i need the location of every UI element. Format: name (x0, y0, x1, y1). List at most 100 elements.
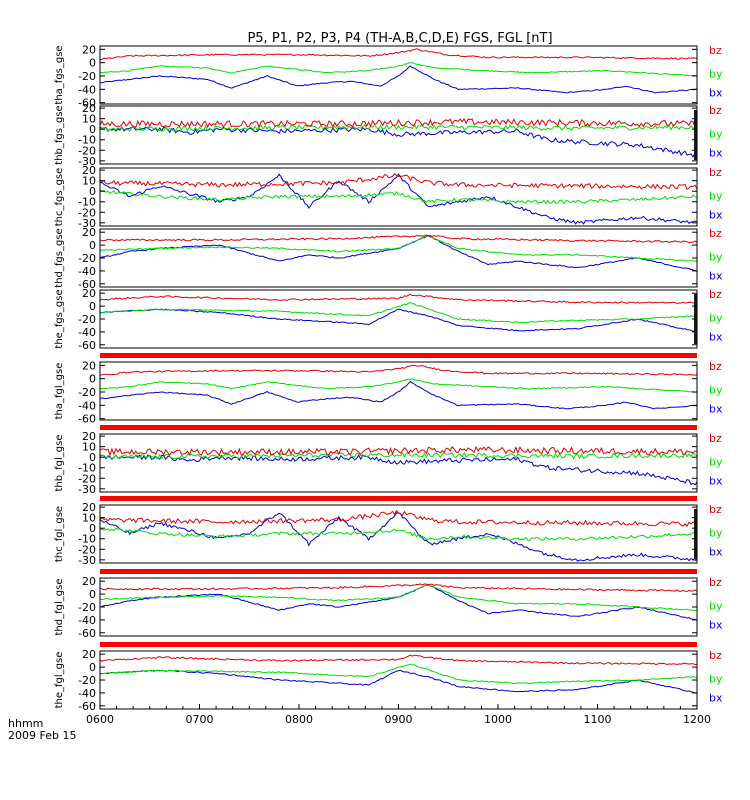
panel-6-ytick-label-3: -10 (78, 462, 96, 475)
panel-7-series-by (100, 527, 697, 541)
panel-0-series-bx (100, 65, 697, 94)
panel-0-legend-by: by (709, 67, 723, 80)
panel-9: 200-20-40-60 the_fgl_gse bz by bx (54, 642, 723, 713)
panel-3-ytick-label-0: 20 (82, 226, 96, 239)
panel-5-legend-bz: bz (709, 360, 722, 373)
panel-5-frame (99, 361, 698, 421)
panel-1-legend-bx: bx (709, 147, 723, 160)
panel-4-legend-by: by (709, 311, 723, 324)
footer-time-unit: hhmm (8, 717, 43, 730)
panel-8: 200-20-40-60 thd_fgl_gse bz by bx (54, 569, 723, 640)
panel-5-ytick-label-1: 0 (89, 373, 96, 386)
panel-5-series-bz (100, 364, 697, 376)
panel-6-ytick-label-4: -20 (78, 472, 96, 485)
panel-5-legend-by: by (709, 383, 723, 396)
panel-0-legend-bz: bz (709, 44, 722, 57)
panel-6-ytick-label-0: 20 (82, 430, 96, 443)
panel-7-flag-bar (100, 496, 697, 501)
panel-9-series-by (100, 663, 697, 685)
panel-3-series-by (100, 235, 697, 262)
panel-7-ytick-label-1: 10 (82, 512, 96, 525)
panel-3-ylabel: thd_fgs_gse (54, 228, 65, 287)
panel-9-flag-bar (100, 642, 697, 647)
panel-9-series-bz (100, 654, 697, 666)
panel-5-series (100, 364, 697, 410)
panel-5-ytick-label-3: -40 (78, 399, 96, 412)
panel-2-frame (99, 167, 698, 227)
panel-1-edge-marker (694, 110, 697, 160)
panel-7-legend-bx: bx (709, 546, 723, 559)
panel-8-legend-by: by (709, 599, 723, 612)
panel-8-flag-bar (100, 569, 697, 574)
panel-2-ylabel: thc_fgs_gse (54, 168, 65, 227)
panel-0-ytick-label-1: 0 (89, 57, 96, 70)
panel-7-edge-marker (694, 509, 697, 559)
panel-7-ytick-label-4: -20 (78, 543, 96, 556)
panel-7-ytick-label-0: 20 (82, 501, 96, 514)
panel-1-ytick-label-2: 0 (89, 123, 96, 136)
panel-1-legend-bz: bz (709, 104, 722, 117)
panel-2-series (100, 172, 697, 225)
panel-1-ytick-label-0: 20 (82, 102, 96, 115)
panel-0-ytick-label-3: -40 (78, 83, 96, 96)
panel-8-series-by (100, 583, 697, 611)
panel-2-ytick-label-0: 20 (82, 164, 96, 177)
panel-2-legend-bz: bz (709, 166, 722, 179)
xtick-label-0: 0600 (86, 713, 114, 726)
panel-6-ytick-label-5: -30 (78, 483, 96, 496)
panel-3-frame (99, 228, 698, 288)
panel-3-series-bz (100, 234, 697, 244)
panel-8-ytick-label-3: -40 (78, 614, 96, 627)
panel-6-ytick-label-1: 10 (82, 441, 96, 454)
panel-5: 200-20-40-60 tha_fgl_gse bz by bx (54, 353, 723, 426)
footer-date: 2009 Feb 15 (8, 729, 76, 742)
panel-0-ytick-label-0: 20 (82, 43, 96, 56)
panel-3-ytick-label-4: -60 (78, 278, 96, 291)
panel-1-series-by (100, 123, 697, 132)
panel-0-ytick-label-2: -20 (78, 70, 96, 83)
panel-3-legend-by: by (709, 250, 723, 263)
panel-7-legend-by: by (709, 526, 723, 539)
panel-5-series-by (100, 378, 697, 393)
panel-3-ytick-label-3: -40 (78, 265, 96, 278)
panel-4-series-bz (100, 293, 697, 305)
panel-6-ylabel: thb_fgl_gse (54, 435, 65, 492)
panel-1-series-bz (100, 118, 697, 129)
panel-6-frame (99, 433, 698, 493)
panel-6-series-bz (100, 445, 697, 457)
panel-1-ylabel: thb_fgs_gse (54, 105, 65, 164)
panel-8-frame (99, 577, 698, 637)
panel-8-legend-bx: bx (709, 619, 723, 632)
panel-3-ytick-label-1: 0 (89, 239, 96, 252)
panel-7-ylabel: thc_fgl_gse (54, 506, 65, 562)
xtick-label-1: 0700 (186, 713, 214, 726)
panel-9-ytick-label-0: 20 (82, 648, 96, 661)
panel-9-legend-bx: bx (709, 692, 723, 705)
panel-3-ytick-label-2: -20 (78, 252, 96, 265)
panel-2-legend-by: by (709, 189, 723, 202)
panel-5-ytick-label-4: -60 (78, 413, 96, 426)
panel-8-ytick-label-0: 20 (82, 575, 96, 588)
panel-8-ytick-label-1: 0 (89, 588, 96, 601)
panel-5-legend-bx: bx (709, 403, 723, 416)
panel-3-legend-bz: bz (709, 227, 722, 240)
panel-6-ytick-label-2: 0 (89, 451, 96, 464)
panel-6-flag-bar (100, 425, 697, 430)
panel-9-ytick-label-3: -40 (78, 687, 96, 700)
panel-5-ylabel: tha_fgl_gse (54, 363, 65, 420)
panel-4-series-bx (100, 308, 697, 333)
panel-2-series-bz (100, 172, 697, 190)
panel-8-series-bz (100, 583, 697, 592)
panel-9-series (100, 654, 697, 694)
panel-0-legend-bx: bx (709, 87, 723, 100)
panel-1-series (100, 118, 697, 158)
panel-6-series-by (100, 451, 697, 460)
panel-6-legend-bz: bz (709, 432, 722, 445)
panel-7-ytick-label-3: -10 (78, 533, 96, 546)
panel-2-ytick-label-1: 10 (82, 175, 96, 188)
panel-2-ytick-label-5: -30 (78, 217, 96, 230)
panel-2-legend-bx: bx (709, 209, 723, 222)
